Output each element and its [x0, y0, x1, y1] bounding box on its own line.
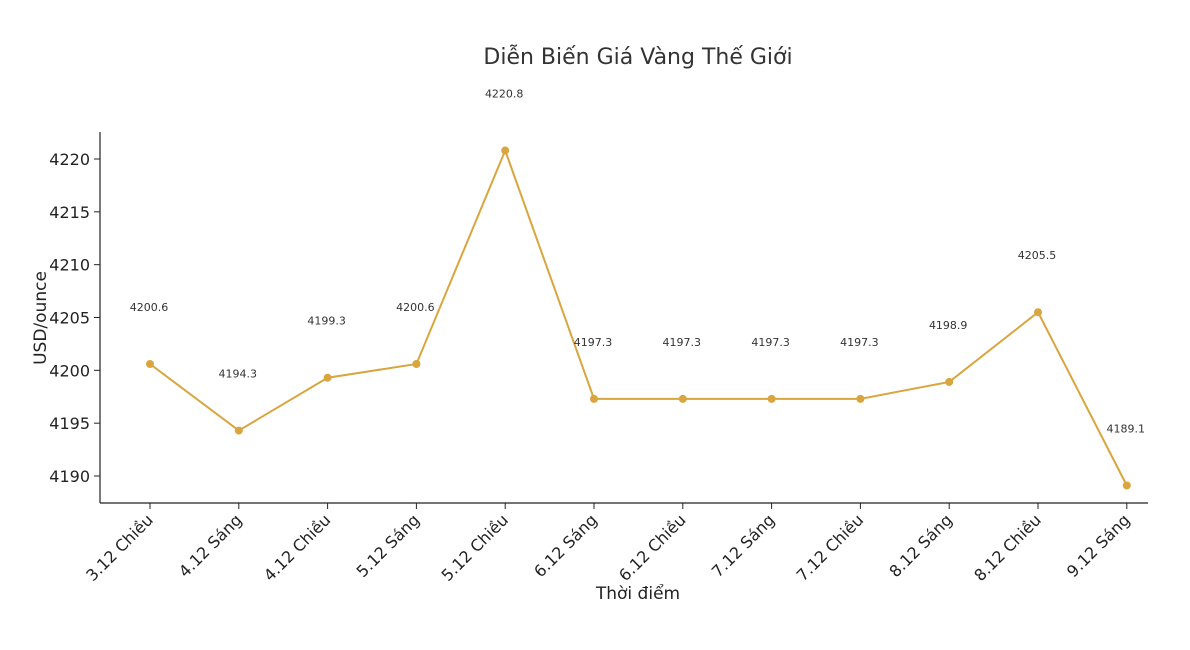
chart-title: Diễn Biến Giá Vàng Thế Giới [483, 44, 792, 70]
data-label: 4199.3 [307, 315, 346, 328]
y-tick-label: 4205 [49, 309, 90, 328]
y-axis-label: USD/ounce [31, 271, 51, 365]
data-point [678, 394, 687, 403]
data-label: 4205.5 [1018, 249, 1057, 262]
x-tick-label: 4.12 Sáng [175, 510, 246, 581]
axes [99, 132, 1148, 504]
data-point [590, 394, 598, 403]
x-tick-label: 6.12 Sáng [530, 510, 601, 581]
data-label: 4220.8 [485, 88, 524, 101]
data-label: 4197.3 [663, 336, 702, 349]
y-ticks: 4190 4195 4200 4205 4210 4215 4220 [49, 150, 100, 486]
y-tick-label: 4200 [49, 361, 90, 380]
data-point [146, 359, 154, 368]
data-label: 4198.9 [929, 319, 968, 332]
y-tick-label: 4215 [49, 203, 90, 222]
x-tick-label: 7.12 Chiều [793, 510, 868, 585]
data-point [767, 394, 776, 403]
data-point [1034, 308, 1042, 317]
series-line [149, 147, 1128, 486]
data-label: 4197.3 [574, 336, 613, 349]
data-label: 4200.6 [396, 301, 435, 314]
x-tick-label: 8.12 Sáng [885, 510, 956, 581]
y-tick-label: 4220 [49, 150, 90, 169]
y-tick-label: 4190 [49, 467, 90, 486]
data-label: 4197.3 [751, 336, 790, 349]
x-tick-label: 8.12 Chiều [970, 510, 1045, 585]
y-tick-label: 4195 [49, 414, 90, 433]
y-tick-label: 4210 [49, 256, 90, 275]
x-tick-label: 5.12 Sáng [353, 510, 424, 581]
x-tick-label: 4.12 Chiều [260, 510, 335, 585]
data-label: 4200.6 [130, 301, 169, 314]
data-labels: 4200.6 4194.3 4199.3 4200.6 4220.8 4197.3 4197… [130, 88, 1145, 436]
data-point [234, 426, 243, 435]
data-label: 4197.3 [840, 336, 879, 349]
x-ticks: 3.12 Chiều 4.12 Sáng 4.12 Chiều 5.12 Sáng 5.… [82, 503, 1134, 585]
data-point [1122, 481, 1131, 490]
x-tick-label: 9.12 Sáng [1063, 510, 1134, 581]
x-tick-label: 7.12 Sáng [708, 510, 779, 581]
x-tick-label: 3.12 Chiều [82, 510, 157, 585]
x-tick-label: 5.12 Chiều [437, 510, 512, 585]
data-label: 4194.3 [219, 368, 258, 381]
data-point [945, 377, 954, 386]
x-tick-label: 6.12 Chiều [615, 510, 690, 585]
data-points [146, 146, 1131, 490]
data-label: 4189.1 [1107, 423, 1146, 436]
x-axis-label: Thời điểm [595, 583, 680, 604]
data-point [323, 373, 332, 382]
data-point [501, 146, 510, 155]
data-point [856, 394, 865, 403]
data-point [412, 359, 421, 368]
